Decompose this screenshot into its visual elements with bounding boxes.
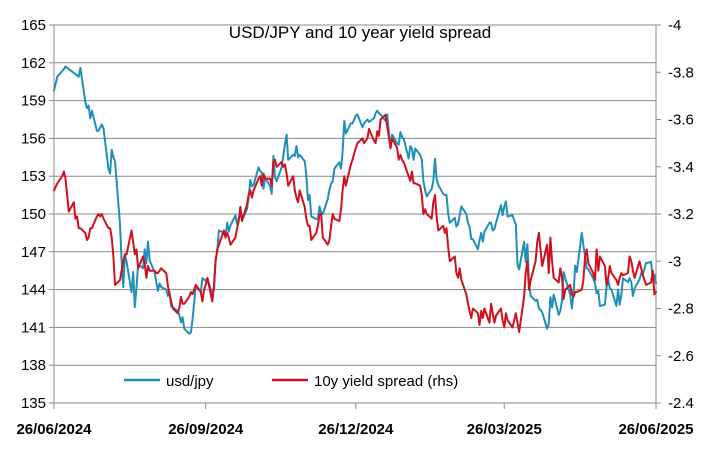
y-left-tick-label: 141 [21, 319, 46, 336]
y-right-tick-label: -2.4 [668, 395, 694, 412]
axes: 165 162 159 156 153 150 147 144 141 138 135 -4 -3.8 -… [16, 17, 693, 438]
x-tick-label: 26/06/2024 [16, 421, 92, 438]
x-tick-label: 26/03/2025 [467, 421, 542, 438]
y-right-tick-label: -2.8 [668, 301, 694, 318]
y-left-tick-label: 156 [21, 130, 46, 147]
x-tick-label: 26/12/2024 [318, 421, 394, 438]
y-right-tick-label: -3.6 [668, 112, 694, 129]
legend-label-yield-spread: 10y yield spread (rhs) [314, 373, 458, 390]
y-left-tick-label: 144 [21, 282, 46, 299]
y-left-tick-label: 150 [21, 206, 46, 223]
y-left-tick-label: 159 [21, 93, 46, 110]
x-tick-label: 26/06/2025 [618, 421, 693, 438]
chart-title: USD/JPY and 10 year yield spread [229, 23, 491, 42]
y-left-tick-label: 162 [21, 55, 46, 72]
y-right-tick-label: -3.2 [668, 206, 694, 223]
y-left-tick-label: 138 [21, 357, 46, 374]
legend-label-usdjpy: usd/jpy [166, 373, 214, 390]
x-tick-label: 26/09/2024 [168, 421, 244, 438]
y-left-tick-label: 165 [21, 17, 46, 34]
legend: usd/jpy 10y yield spread (rhs) [124, 373, 458, 390]
y-right-tick-label: -3 [668, 253, 681, 270]
y-right-tick-label: -2.6 [668, 348, 694, 365]
y-left-tick-label: 135 [21, 395, 46, 412]
series-lines [53, 65, 657, 335]
y-left-tick-label: 147 [21, 244, 46, 261]
series-line-usdjpy [53, 65, 657, 335]
y-right-tick-label: -4 [668, 17, 681, 34]
gridlines [54, 24, 656, 366]
y-right-tick-label: -3.4 [668, 159, 694, 176]
y-left-tick-label: 153 [21, 168, 46, 185]
y-right-tick-label: -3.8 [668, 64, 694, 81]
series-line-yield-spread [53, 113, 657, 334]
